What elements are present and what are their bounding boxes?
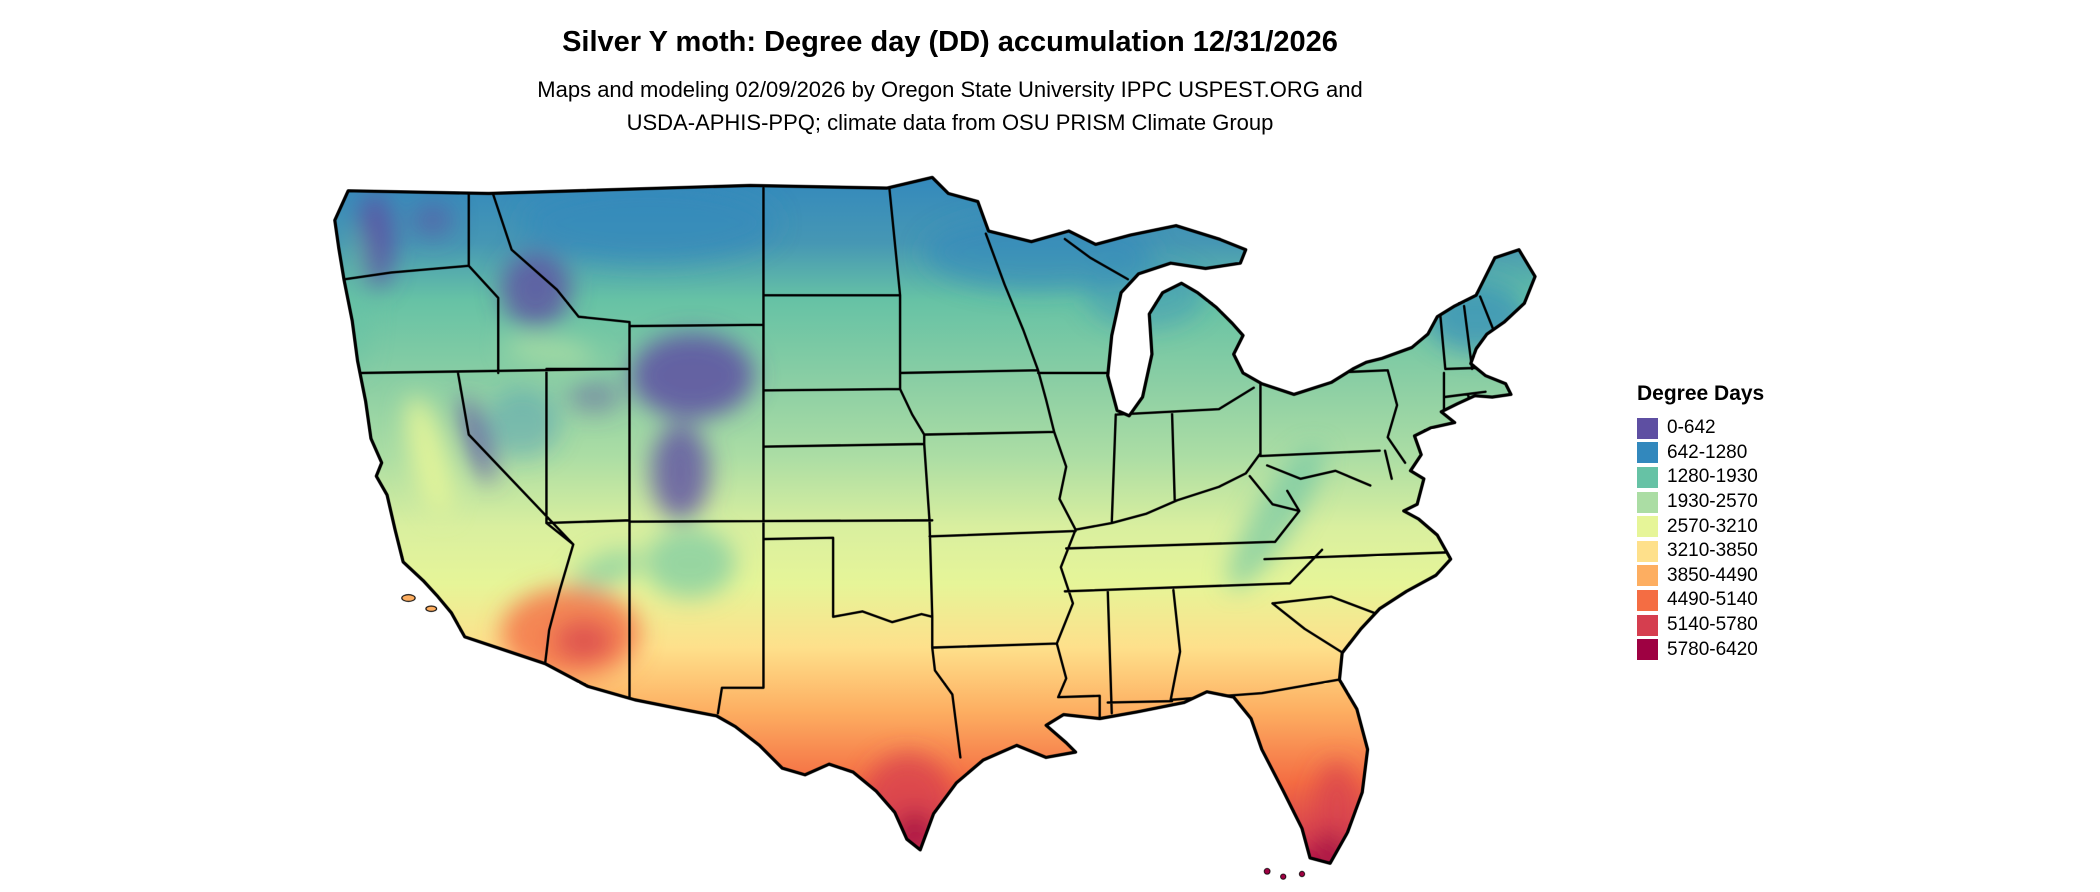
- legend-label: 5140-5780: [1667, 614, 1758, 636]
- channel-islands: [401, 594, 438, 612]
- legend-label: 1930-2570: [1667, 491, 1758, 513]
- legend-label: 2570-3210: [1667, 515, 1758, 537]
- legend-title: Degree Days: [1637, 382, 1765, 405]
- map-subtitle-line2: USDA-APHIS-PPQ; climate data from OSU PR…: [626, 110, 1274, 135]
- legend-item: 3850-4490: [1637, 564, 1764, 589]
- legend-label: 5780-6420: [1667, 638, 1758, 660]
- map-title: Silver Y moth: Degree day (DD) accumulat…: [562, 26, 1338, 58]
- legend-swatch: [1637, 417, 1658, 439]
- legend-items: 0-642 642-1280 1280-1930 1930-2570 2570-3210…: [1637, 416, 1764, 662]
- map-header: Silver Y moth: Degree day (DD) accumulat…: [0, 26, 1900, 139]
- legend-label: 3850-4490: [1667, 564, 1758, 586]
- us-outline: [333, 175, 1537, 865]
- state-borders: [344, 186, 1501, 759]
- legend-item: 5140-5780: [1637, 613, 1764, 638]
- map-subtitle-line1: Maps and modeling 02/09/2026 by Oregon S…: [537, 77, 1363, 102]
- legend-swatch: [1637, 540, 1658, 562]
- us-map: [308, 172, 1594, 882]
- legend-swatch: [1637, 442, 1658, 464]
- legend-swatch: [1637, 614, 1658, 636]
- legend-label: 0-642: [1667, 417, 1716, 439]
- legend-label: 1280-1930: [1667, 466, 1758, 488]
- degree-day-raster: [334, 177, 1536, 864]
- legend: Degree Days 0-642 642-1280 1280-1930 1930-2…: [1637, 382, 1764, 662]
- legend-item: 1280-1930: [1637, 465, 1764, 490]
- legend-item: 0-642: [1637, 416, 1764, 441]
- legend-swatch: [1637, 491, 1658, 513]
- us-degree-day-map-svg: [333, 175, 1537, 880]
- legend-item: 642-1280: [1637, 441, 1764, 466]
- legend-item: 1930-2570: [1637, 490, 1764, 515]
- legend-swatch: [1637, 516, 1658, 538]
- legend-swatch: [1637, 466, 1658, 488]
- legend-item: 3210-3850: [1637, 539, 1764, 564]
- legend-label: 3210-3850: [1667, 540, 1758, 562]
- legend-item: 4490-5140: [1637, 588, 1764, 613]
- legend-label: 4490-5140: [1667, 589, 1758, 611]
- legend-item: 5780-6420: [1637, 637, 1764, 662]
- legend-item: 2570-3210: [1637, 514, 1764, 539]
- legend-label: 642-1280: [1667, 441, 1748, 463]
- legend-swatch: [1637, 639, 1658, 661]
- legend-swatch: [1637, 565, 1658, 587]
- legend-swatch: [1637, 589, 1658, 611]
- florida-keys: [1263, 867, 1306, 880]
